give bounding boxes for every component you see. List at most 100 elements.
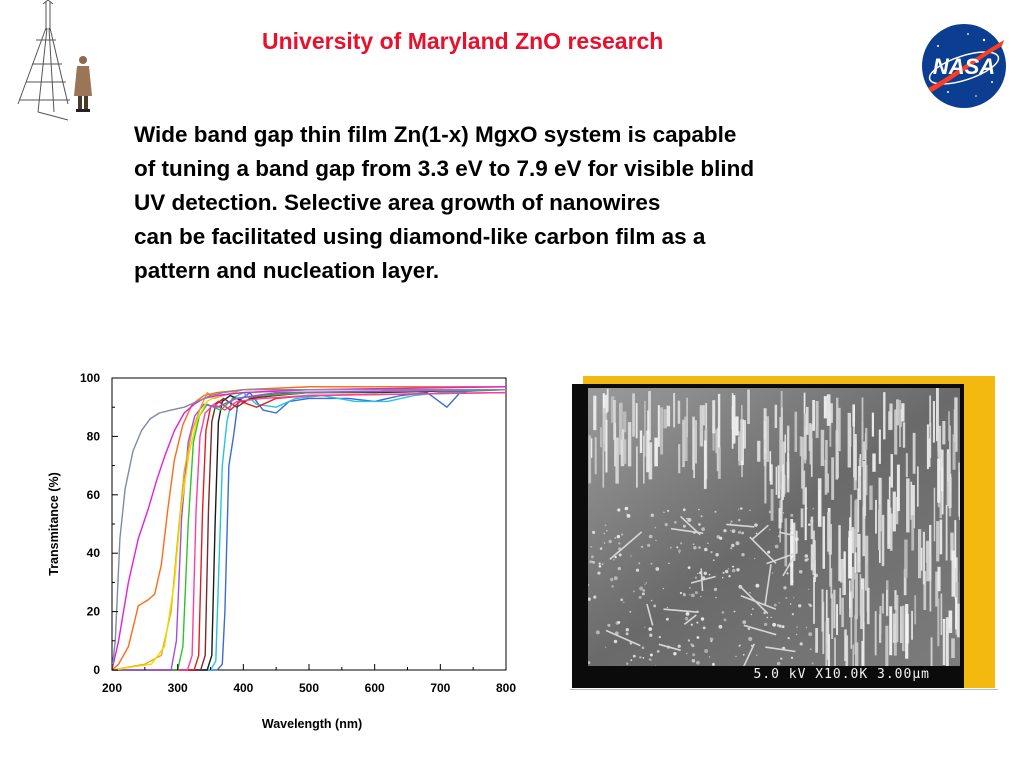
nanowire	[849, 517, 851, 541]
substrate-particle	[700, 515, 703, 518]
nanowire	[765, 416, 769, 462]
fallen-nanowire	[751, 524, 769, 541]
nanowire	[861, 421, 864, 467]
substrate-particle	[804, 558, 808, 562]
nanowire	[860, 589, 864, 629]
substrate-particle	[719, 536, 723, 540]
nanowire	[692, 416, 695, 470]
nanowire	[738, 437, 740, 461]
fallen-nanowire	[738, 585, 769, 615]
nanowire	[950, 532, 954, 561]
nanowire	[647, 410, 650, 435]
nanowire	[717, 447, 721, 479]
substrate-particle	[799, 642, 803, 646]
nanowire	[778, 508, 782, 529]
nanowire	[806, 406, 809, 435]
substrate-particle	[786, 572, 789, 575]
substrate-particle	[714, 510, 717, 513]
nanowire	[896, 399, 899, 426]
nanowire	[602, 438, 605, 488]
substrate-particle	[708, 656, 711, 658]
nanowire	[639, 430, 643, 453]
substrate-particle	[773, 603, 777, 607]
nanowire	[815, 401, 819, 438]
nanowire	[774, 404, 778, 428]
substrate-particle	[683, 524, 686, 528]
chart-axes	[111, 377, 507, 671]
substrate-particle	[778, 602, 780, 604]
substrate-particle	[785, 597, 788, 599]
nanowire	[929, 555, 932, 612]
page-title: University of Maryland ZnO research	[262, 28, 664, 54]
substrate-particle	[787, 637, 790, 640]
nanowire	[854, 615, 857, 655]
substrate-particle	[782, 512, 784, 514]
substrate-particle	[781, 625, 785, 629]
substrate-particle	[685, 612, 690, 616]
substrate-particle	[809, 604, 812, 607]
nanowire	[588, 435, 592, 484]
substrate-particle	[690, 643, 693, 646]
nanowire	[872, 453, 876, 472]
substrate-particle	[630, 659, 633, 662]
substrate-particle	[645, 582, 647, 584]
nanowire	[787, 452, 790, 479]
nanowire	[810, 544, 814, 571]
nanowire	[794, 411, 798, 452]
substrate-particle	[613, 576, 618, 581]
chart-series	[111, 386, 507, 671]
substrate-particle	[805, 626, 808, 629]
substrate-particle	[710, 551, 713, 554]
substrate-particle	[731, 529, 736, 533]
substrate-particle	[614, 537, 617, 539]
substrate-particle	[648, 534, 653, 539]
substrate-particle	[723, 529, 727, 533]
nanowire	[952, 434, 956, 470]
transmittance-series-line	[111, 389, 506, 671]
substrate-particle	[630, 555, 632, 557]
description-line: can be facilitated using diamond-like ca…	[134, 224, 706, 249]
nanowire	[850, 601, 853, 649]
substrate-particle	[650, 599, 653, 602]
nanowire	[792, 522, 796, 561]
nanowire	[717, 393, 721, 449]
transmittance-series-line	[111, 386, 506, 671]
substrate-particle	[750, 613, 753, 616]
substrate-particle	[691, 593, 695, 598]
nanowire	[836, 397, 839, 443]
y-tick-label: 80	[87, 429, 101, 443]
nanowire	[862, 461, 867, 516]
substrate-particle	[664, 523, 668, 527]
substrate-particle	[731, 543, 735, 548]
substrate-particle	[613, 559, 615, 561]
fallen-nanowire	[782, 557, 794, 577]
substrate-particle	[776, 661, 781, 666]
nanowire	[850, 494, 852, 528]
nanowire	[912, 432, 916, 474]
substrate-particle	[610, 577, 614, 582]
nanowire	[801, 437, 804, 489]
substrate-particle	[704, 547, 708, 552]
description-line: UV detection. Selective area growth of n…	[134, 190, 661, 215]
substrate-particle	[713, 559, 715, 561]
nanowire	[937, 431, 940, 457]
substrate-particle	[793, 597, 795, 599]
substrate-particle	[691, 659, 696, 663]
nanowire	[914, 595, 917, 625]
substrate-particle	[696, 660, 700, 665]
substrate-particle	[678, 552, 680, 554]
nanowire	[861, 640, 864, 666]
nanowire	[817, 478, 822, 527]
nanowire	[623, 411, 627, 433]
nanowire	[866, 563, 869, 612]
substrate-particle	[735, 655, 737, 658]
substrate-particle	[770, 616, 772, 619]
nasa-logo: NASA	[918, 22, 1010, 110]
nanowire	[684, 416, 688, 461]
nanowire	[735, 416, 739, 436]
nanowire	[861, 397, 864, 440]
nanowire	[958, 462, 960, 517]
nanowire	[606, 388, 609, 412]
substrate-particle	[617, 566, 621, 571]
substrate-particle	[798, 570, 803, 574]
